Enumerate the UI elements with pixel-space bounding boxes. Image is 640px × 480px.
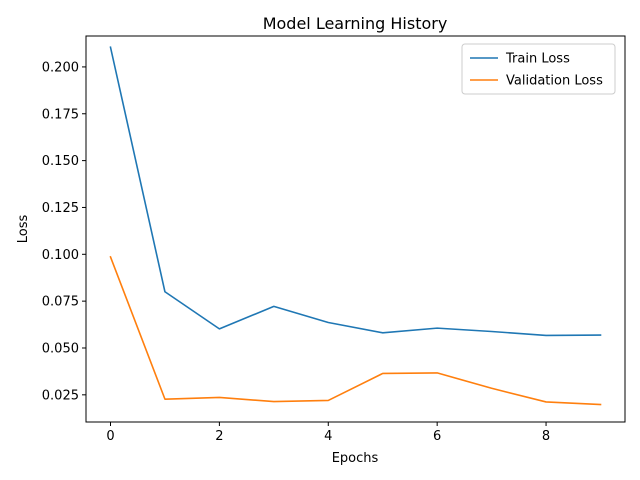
x-tick-label: 2: [215, 429, 223, 444]
y-tick-label: 0.075: [42, 295, 79, 310]
y-tick-label: 0.150: [42, 154, 79, 169]
series-line-validation-loss: [109, 255, 602, 406]
series-line-train-loss: [109, 46, 602, 337]
x-tick-label: 8: [542, 429, 550, 444]
legend-label-validation-loss: Validation Loss: [506, 74, 603, 89]
legend-label-train-loss: Train Loss: [505, 52, 570, 67]
plot-content: [109, 46, 602, 406]
y-tick-label: 0.100: [42, 248, 79, 263]
x-tick-label: 4: [324, 429, 332, 444]
chart-title: Model Learning History: [263, 14, 448, 33]
y-tick-label: 0.175: [42, 107, 79, 122]
plot-frame: [85, 35, 626, 423]
y-tick-label: 0.125: [42, 201, 79, 216]
x-tick-label: 6: [433, 429, 441, 444]
y-tick-label: 0.025: [42, 388, 79, 403]
y-axis-label: Loss: [16, 215, 31, 244]
x-tick-label: 0: [106, 429, 114, 444]
legend-box: [461, 43, 616, 95]
y-tick-label: 0.050: [42, 341, 79, 356]
y-axis: 0.025 0.050 0.075 0.100 0.125 0.150 0.175 0.200: [42, 60, 86, 403]
y-tick-label: 0.200: [42, 60, 79, 75]
x-axis-label: Epochs: [332, 451, 379, 466]
x-axis: 0 2 4 6 8: [106, 422, 550, 444]
legend: Train Loss Validation Loss: [461, 43, 616, 95]
